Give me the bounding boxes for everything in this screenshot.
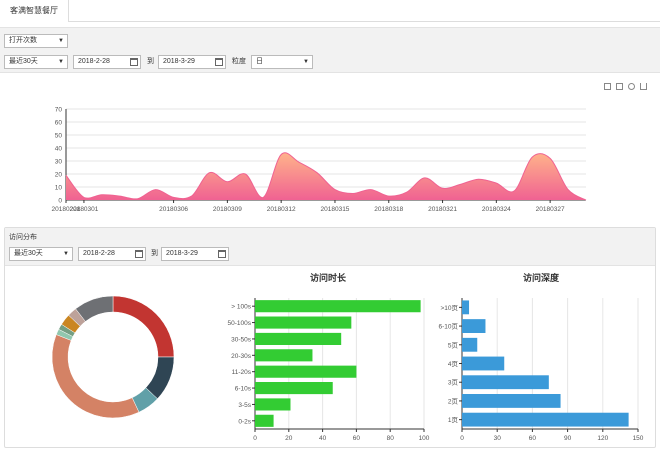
metric-select[interactable]: 打开次数 ▼: [4, 34, 68, 48]
dist-to-label: 到: [151, 250, 158, 257]
y-tick-label: 30: [55, 159, 63, 166]
chevron-down-icon: ▼: [63, 251, 69, 257]
zoom-icon[interactable]: [604, 83, 611, 90]
dist-range-value: 最近30天: [14, 250, 43, 257]
dist-end-date-input[interactable]: 2018-3-29: [161, 247, 229, 261]
x-tick-label: 20180318: [374, 206, 403, 213]
area-fill: [66, 152, 586, 200]
y-tick-label: 0: [58, 198, 62, 205]
calendar-icon: [215, 58, 223, 66]
x-tick-label: 20180309: [213, 206, 242, 213]
chevron-down-icon: ▼: [303, 59, 309, 65]
y-tick-label: 20: [55, 172, 63, 179]
start-date-input[interactable]: 2018-2-28: [73, 55, 141, 69]
refresh-icon[interactable]: [628, 83, 635, 90]
granularity-select[interactable]: 日 ▼: [251, 55, 313, 69]
y-tick-label: 10: [55, 185, 63, 192]
range-select-value: 最近30天: [9, 58, 38, 65]
y-tick-label: 70: [55, 107, 63, 114]
calendar-icon: [218, 250, 226, 258]
filter-bar: 打开次数 ▼ 最近30天 ▼ 2018-2-28 到 2018-3-29 粒度 …: [0, 27, 660, 73]
x-tick-label: 20180306: [159, 206, 188, 213]
x-tick-label: 20180301: [69, 206, 98, 213]
metric-select-value: 打开次数: [9, 37, 37, 44]
x-tick-label: 20180228: [52, 206, 81, 213]
start-date-value: 2018-2-28: [78, 58, 110, 65]
download-icon[interactable]: [640, 83, 647, 90]
x-tick-label: 20180312: [267, 206, 296, 213]
dist-range-select[interactable]: 最近30天 ▼: [9, 247, 73, 261]
area-chart: 0 10 20 30 40 50 60 70 20180228 20180301 20180306 2…: [0, 90, 660, 220]
calendar-icon: [135, 250, 143, 258]
restore-zoom-icon[interactable]: [616, 83, 623, 90]
x-tick-label: 20180321: [428, 206, 457, 213]
to-label: 到: [147, 58, 154, 65]
distribution-header: 访问分布 最近30天 ▼ 2018-2-28 到 2018-3-29: [5, 228, 655, 266]
distribution-title: 访问分布: [9, 234, 37, 241]
range-select[interactable]: 最近30天 ▼: [4, 55, 68, 69]
x-tick-label: 20180315: [321, 206, 350, 213]
dist-end-date-value: 2018-3-29: [166, 250, 198, 257]
area-line: [65, 152, 587, 201]
end-date-value: 2018-3-29: [163, 58, 195, 65]
y-tick-label: 60: [55, 120, 63, 127]
tab-restaurant[interactable]: 客满智慧餐厅: [0, 0, 69, 22]
y-tick-label: 50: [55, 133, 63, 140]
y-tick-label: 40: [55, 146, 63, 153]
dist-start-date-input[interactable]: 2018-2-28: [78, 247, 146, 261]
distribution-panel: 访问分布 最近30天 ▼ 2018-2-28 到 2018-3-29: [4, 227, 656, 448]
granularity-label: 粒度: [232, 58, 246, 65]
end-date-input[interactable]: 2018-3-29: [158, 55, 226, 69]
dist-start-date-value: 2018-2-28: [83, 250, 115, 257]
x-tick-label: 20180324: [482, 206, 511, 213]
chevron-down-icon: ▼: [58, 38, 64, 44]
calendar-icon: [130, 58, 138, 66]
x-tick-label: 20180327: [536, 206, 565, 213]
chevron-down-icon: ▼: [58, 59, 64, 65]
tab-bar: 客满智慧餐厅: [0, 0, 660, 22]
granularity-select-value: 日: [256, 58, 263, 65]
